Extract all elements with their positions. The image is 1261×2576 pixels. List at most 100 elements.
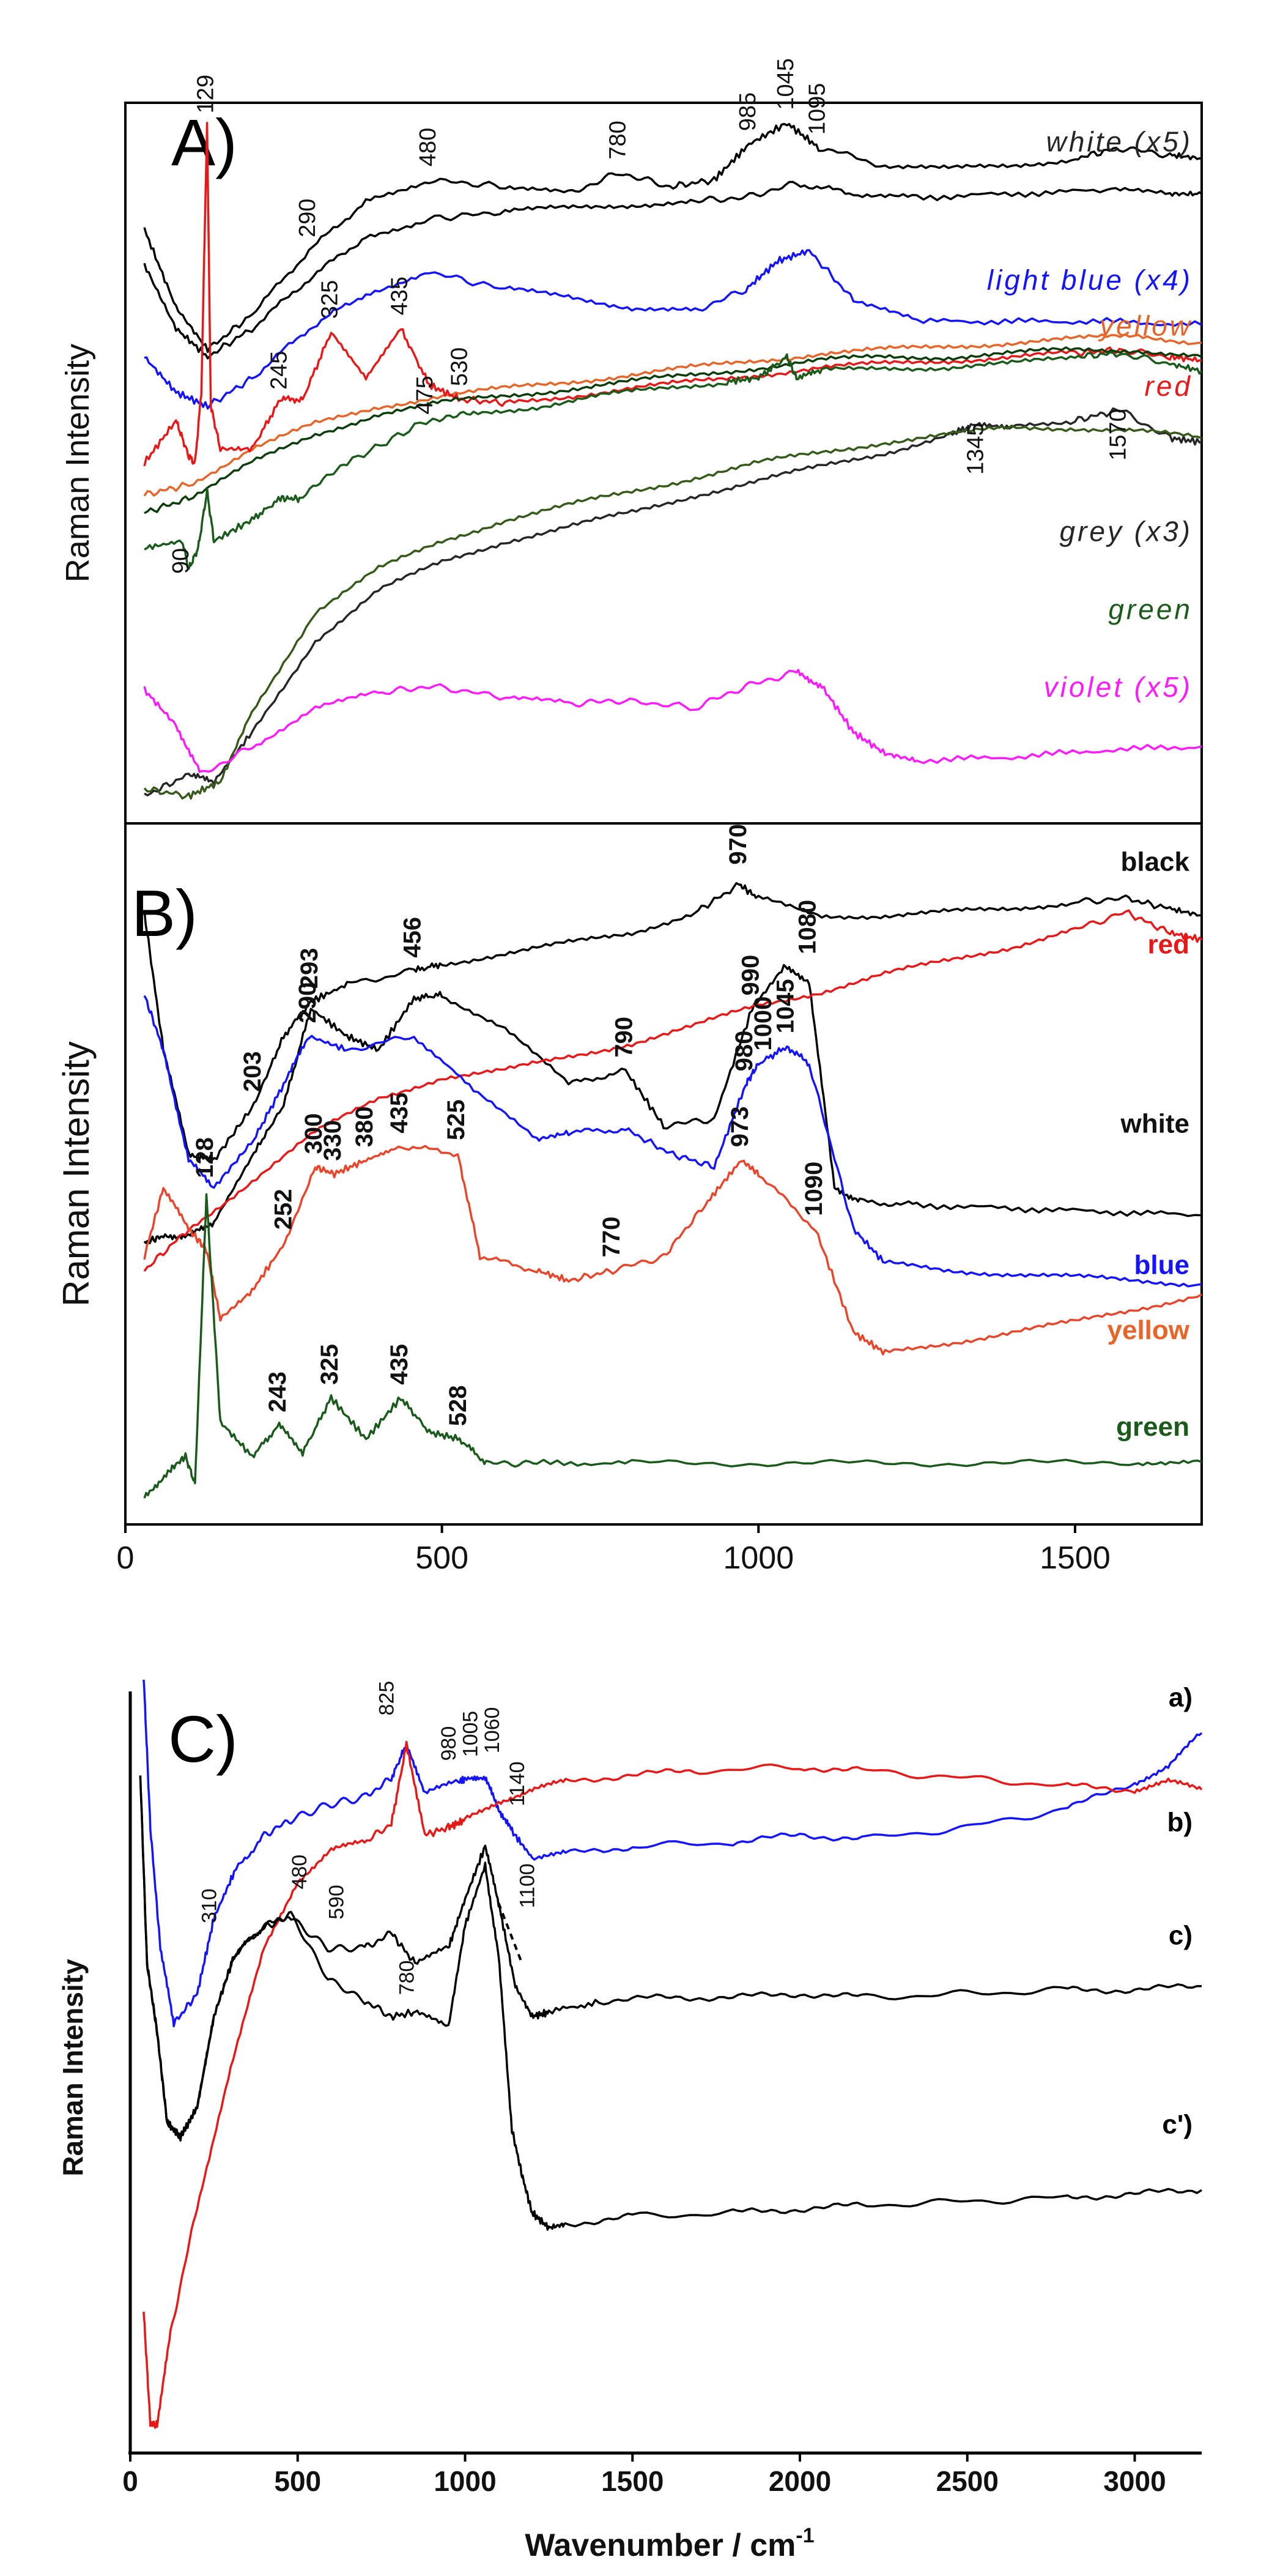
peak-label-970: 970	[725, 824, 752, 865]
peak-label-252: 252	[270, 1189, 297, 1230]
series-label-white-x5: white (x5)	[1046, 126, 1193, 158]
series-label-red: red	[1148, 930, 1189, 960]
panel-b-series-labels: black red white blue yellow green	[1108, 847, 1190, 1442]
peak-label-973: 973	[727, 1106, 753, 1147]
series-label-violet-x5: violet (x5)	[1044, 671, 1193, 703]
series-label-grey-x3: grey (x3)	[1060, 515, 1193, 547]
x-tick-label-500: 500	[274, 2465, 321, 2497]
panel-a-frame	[124, 102, 1203, 825]
peak-label-300: 300	[300, 1113, 327, 1154]
series-line-light-blue-x4	[144, 249, 1202, 410]
series-line-a	[142, 1679, 1203, 2027]
peak-label-475: 475	[412, 376, 438, 414]
peak-label-310: 310	[198, 1888, 221, 1923]
panel-a-y-axis-label: Raman Intensity	[59, 344, 96, 582]
series-label-c: c')	[1162, 2110, 1193, 2140]
panel-a-label: A)	[171, 105, 237, 179]
peak-label-290: 290	[295, 199, 320, 237]
peak-label-330: 330	[319, 1120, 346, 1161]
series-line-yellow	[143, 333, 1202, 497]
series-label-white: white	[1120, 1108, 1189, 1138]
peak-label-1045: 1045	[772, 979, 799, 1033]
panel-b-y-axis-label: Raman Intensity	[56, 1041, 97, 1307]
series-line-c	[139, 1775, 1202, 2231]
series-line-red	[143, 122, 1202, 467]
series-label-green: green	[1108, 593, 1193, 625]
peak-label-480: 480	[288, 1855, 311, 1890]
peak-label-435: 435	[386, 1344, 413, 1385]
x-axis-label-unit-exponent: -1	[796, 2524, 814, 2547]
peak-label-770: 770	[598, 1217, 625, 1258]
peak-label-990: 990	[737, 955, 764, 996]
panel-c: C) Raman Intensity Wavenumber / cm-1 825…	[57, 1679, 1203, 2563]
series-label-c: c)	[1169, 1921, 1193, 1951]
x-tick-label-500: 500	[415, 1540, 468, 1576]
peak-label-790: 790	[610, 1017, 637, 1058]
series-line-violet-x5	[143, 669, 1202, 773]
peak-label-528: 528	[445, 1386, 471, 1427]
peak-label-325: 325	[316, 1344, 343, 1385]
peak-label-380: 380	[351, 1106, 378, 1147]
x-axis-label-name: Wavenumber	[525, 2528, 723, 2563]
panel-b: B) Raman Intensity 970 293 456 203 790 990 108…	[56, 822, 1203, 1576]
series-label-blue: blue	[1134, 1250, 1189, 1280]
peak-label-780: 780	[395, 1961, 418, 1995]
panel-c-series	[139, 1679, 1203, 2429]
x-tick-label-1000: 1000	[434, 2465, 496, 2497]
peak-label-980: 980	[437, 1726, 460, 1761]
peak-label-1080: 1080	[794, 900, 821, 954]
x-axis-label-separator: /	[723, 2528, 750, 2563]
peak-label-435: 435	[386, 277, 412, 315]
peak-label-243: 243	[264, 1372, 291, 1412]
series-line-c	[139, 1775, 1202, 2142]
series-label-b: b)	[1167, 1808, 1193, 1838]
panel-a-peak-labels: 129 290 480 780 985 1045 1095 325 435 530 245 475 90…	[168, 58, 1131, 574]
panel-c-x-ticks: 0 500 1000 1500 2000 2500 3000	[122, 2453, 1166, 2497]
peak-label-245: 245	[267, 351, 292, 390]
panel-a-series	[143, 122, 1203, 800]
peak-label-1060: 1060	[481, 1707, 504, 1754]
x-tick-label-1500: 1500	[1040, 1540, 1111, 1576]
panel-b-series	[143, 882, 1203, 1499]
peak-label-780: 780	[605, 121, 631, 159]
series-line-red	[143, 909, 1203, 1272]
series-line-white	[143, 963, 1202, 1245]
peak-label-90: 90	[168, 548, 194, 574]
peak-label-1095: 1095	[805, 83, 830, 135]
x-tick-label-1500: 1500	[601, 2465, 664, 2497]
series-line-white-x5	[143, 122, 1202, 354]
panel-c-x-axis-label: Wavenumber / cm-1	[525, 2524, 814, 2563]
peak-label-128: 128	[191, 1137, 218, 1178]
x-axis-label-unit: cm	[750, 2528, 796, 2563]
x-tick-label-2000: 2000	[769, 2465, 831, 2497]
peak-label-1570: 1570	[1105, 409, 1131, 461]
series-line-green	[144, 351, 1203, 570]
panel-a-series-labels: white (x5) light blue (x4) yellow red grey (…	[987, 126, 1193, 703]
series-line-white-x5-baseline	[143, 180, 1203, 360]
panel-c-label: C)	[168, 1702, 238, 1776]
panel-c-y-axis-label: Raman Intensity	[57, 1959, 89, 2177]
panel-a: A) Raman Intensity 129 290 480 780 985 1045 10…	[59, 58, 1203, 825]
peak-label-456: 456	[399, 917, 426, 958]
peak-label-1140: 1140	[506, 1761, 529, 1806]
peak-label-590: 590	[325, 1885, 348, 1920]
peak-label-980: 980	[731, 1031, 758, 1072]
panel-b-frame	[124, 822, 1203, 1526]
series-line-blue	[143, 995, 1202, 1288]
peak-label-825: 825	[375, 1681, 399, 1716]
series-line-yellow	[143, 1145, 1202, 1356]
peak-label-1345: 1345	[963, 423, 989, 475]
series-line-dark-green	[144, 346, 1202, 514]
series-label-a: a)	[1169, 1683, 1193, 1713]
panel-c-series-labels: a) b) c) c')	[1162, 1683, 1193, 2140]
peak-label-1000: 1000	[750, 997, 777, 1051]
peak-label-985: 985	[735, 92, 761, 131]
peak-label-203: 203	[239, 1051, 266, 1092]
peak-label-530: 530	[447, 347, 473, 386]
peak-label-129: 129	[193, 75, 219, 113]
peak-label-1005: 1005	[459, 1711, 482, 1758]
series-label-yellow: yellow	[1098, 310, 1193, 342]
peak-label-293: 293	[296, 948, 323, 989]
